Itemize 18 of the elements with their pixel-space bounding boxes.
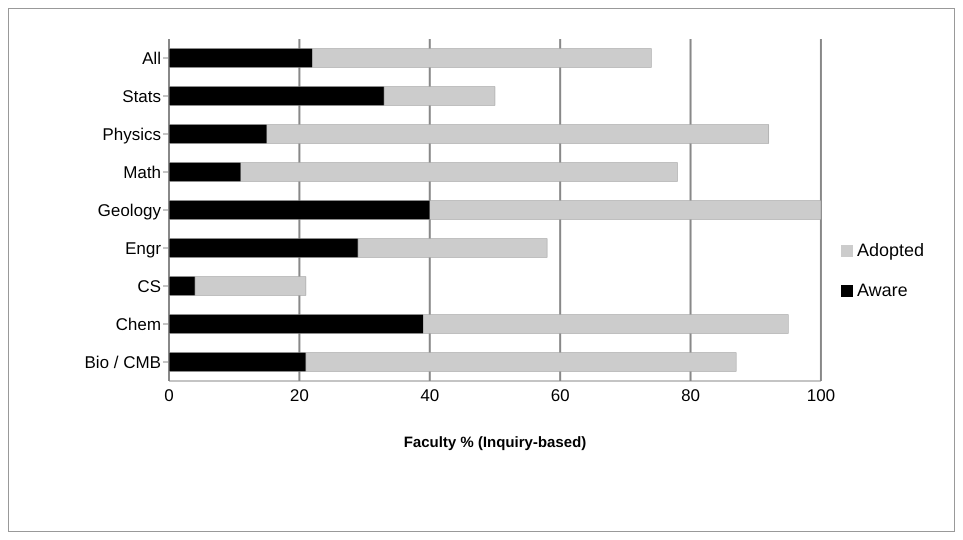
y-tick-label: All: [142, 49, 161, 68]
x-axis-title: Faculty % (Inquiry-based): [404, 434, 586, 451]
legend-label: Aware: [856, 280, 908, 300]
x-tick-label: 40: [420, 386, 440, 406]
y-tick-label: Physics: [102, 125, 161, 144]
y-tick-label: Bio / CMB: [84, 353, 161, 372]
y-tick-label: Chem: [116, 315, 161, 334]
x-tick-label: 0: [164, 386, 174, 406]
x-tick-label: 20: [290, 386, 309, 406]
x-tick-label: 60: [550, 386, 570, 406]
legend-label: Adopted: [856, 240, 924, 260]
y-tick-label: Stats: [122, 87, 161, 106]
x-tick-label: 80: [681, 386, 700, 406]
x-tick-label: 100: [806, 386, 836, 406]
y-tick-label: Geology: [98, 201, 162, 220]
y-tick-label: CS: [137, 277, 161, 296]
y-tick-label: Math: [123, 163, 161, 182]
y-tick-label: Engr: [125, 239, 162, 258]
